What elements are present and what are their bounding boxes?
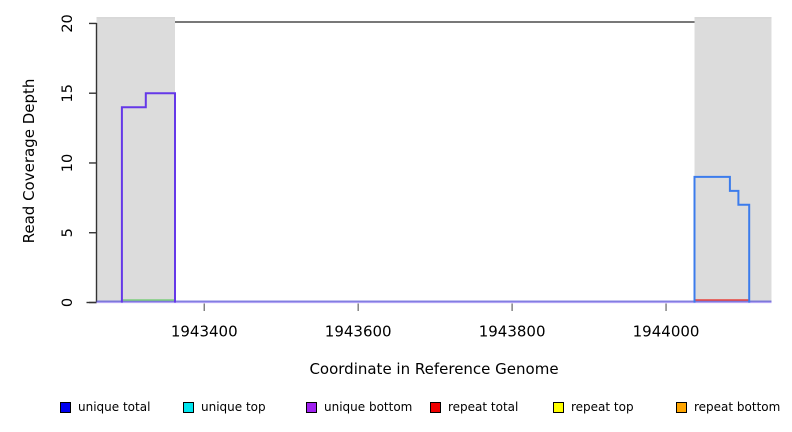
- left-shaded-region: [96, 17, 176, 303]
- x-tick-label: 1943800: [479, 323, 546, 341]
- legend-item-unique-bottom: unique bottom: [306, 398, 412, 416]
- legend-swatch-unique-total: [60, 401, 71, 413]
- x-tick-label: 1943600: [325, 323, 392, 341]
- legend-item-unique-top: unique top: [183, 398, 266, 416]
- y-tick-label: 10: [60, 154, 76, 172]
- legend-item-repeat-total: repeat total: [430, 398, 518, 416]
- y-tick-label: 0: [60, 298, 76, 307]
- x-tick-label: 1943400: [171, 323, 238, 341]
- legend-label: repeat top: [571, 400, 634, 414]
- y-axis-title: Read Coverage Depth: [20, 78, 38, 244]
- legend-label: unique top: [201, 400, 266, 414]
- right-shaded-region: [694, 17, 772, 303]
- x-axis-title: Coordinate in Reference Genome: [309, 360, 559, 378]
- y-tick-label: 15: [60, 84, 76, 102]
- legend: unique total unique top unique bottom repea…: [0, 398, 792, 422]
- legend-label: unique total: [78, 400, 151, 414]
- x-tick-label: 1944000: [633, 323, 700, 341]
- legend-swatch-repeat-top: [553, 401, 564, 413]
- legend-label: repeat bottom: [694, 400, 781, 414]
- legend-label: repeat total: [448, 400, 519, 414]
- y-tick-label: 5: [60, 228, 76, 237]
- legend-item-unique-total: unique total: [60, 398, 150, 416]
- legend-item-repeat-bottom: repeat bottom: [676, 398, 780, 416]
- coverage-line-unique-total-right-peak: [693, 175, 751, 303]
- legend-item-repeat-top: repeat top: [553, 398, 634, 416]
- y-tick-label: 20: [60, 14, 76, 32]
- legend-swatch-unique-bottom: [306, 401, 317, 413]
- legend-swatch-repeat-total: [430, 401, 441, 413]
- coverage-line-unique-bottom-left-peak: [120, 92, 176, 303]
- legend-swatch-unique-top: [183, 401, 194, 413]
- legend-swatch-repeat-bottom: [676, 401, 687, 413]
- legend-label: unique bottom: [324, 400, 413, 414]
